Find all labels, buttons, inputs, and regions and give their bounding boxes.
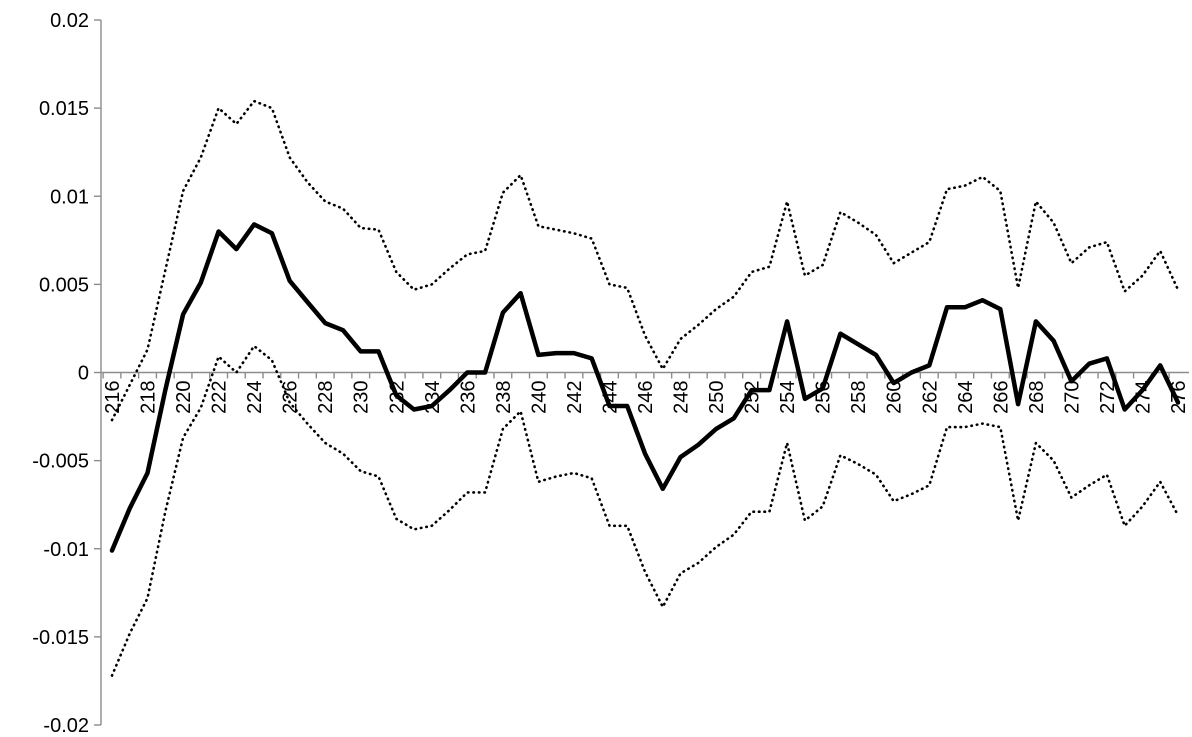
x-tick-label: 254 [777, 381, 799, 414]
x-tick-label: 260 [884, 381, 906, 414]
x-tick-label: 268 [1026, 381, 1048, 414]
x-tick-label: 276 [1168, 381, 1190, 414]
series-line-dotted-1 [110, 99, 1180, 422]
y-axis: 0.02 0.015 0.01 0.005 0 -0.005 -0.01 -0.015 -0.0… [32, 10, 102, 737]
y-tick-label: 0 [78, 363, 89, 385]
series-lines [109, 99, 1181, 677]
x-tick-labels: 216 218 220 222 224 226 228 230 232 234 236 238 240 2… [102, 380, 1190, 413]
x-tick-label: 238 [493, 381, 515, 414]
x-tick-label: 226 [280, 381, 302, 414]
x-tick-label: 248 [671, 381, 693, 414]
x-tick-label: 224 [244, 381, 266, 414]
y-tick-label: 0.015 [39, 98, 89, 120]
x-tick-label: 246 [635, 381, 657, 414]
x-axis [101, 371, 1189, 379]
x-tick-label: 274 [1132, 381, 1154, 414]
x-tick-label: 228 [315, 381, 337, 414]
x-tick-label: 270 [1061, 381, 1083, 414]
y-tick-label: 0.005 [39, 274, 89, 296]
x-tick-label: 242 [564, 381, 586, 414]
x-tick-label: 230 [351, 381, 373, 414]
x-tick-label: 264 [955, 381, 977, 414]
x-tick-label: 218 [138, 381, 160, 414]
x-tick-label: 262 [919, 381, 941, 414]
x-tick-label: 256 [813, 381, 835, 414]
x-tick-label: 236 [457, 381, 479, 414]
y-tick-label: 0.01 [50, 186, 89, 208]
x-tick-label: 252 [742, 381, 764, 414]
series-line-solid [109, 222, 1181, 553]
y-tick-label: 0.02 [50, 10, 89, 32]
x-tick-label: 258 [848, 381, 870, 414]
y-tick-label: -0.005 [32, 451, 89, 473]
x-tick-label: 232 [386, 381, 408, 414]
x-tick-label: 244 [599, 381, 621, 414]
x-tick-label: 222 [209, 381, 231, 414]
x-tick-label: 272 [1097, 381, 1119, 414]
y-tick-label: -0.01 [43, 539, 89, 561]
x-tick-label: 250 [706, 381, 728, 414]
y-tick-label: -0.015 [32, 627, 89, 649]
x-tick-label: 216 [102, 381, 124, 414]
x-tick-label: 220 [173, 381, 195, 414]
x-tick-label: 234 [422, 381, 444, 414]
x-tick-label: 266 [990, 380, 1012, 413]
series-line-dotted-2 [110, 344, 1180, 677]
y-tick-label: -0.02 [43, 715, 89, 737]
x-tick-label: 240 [528, 381, 550, 414]
